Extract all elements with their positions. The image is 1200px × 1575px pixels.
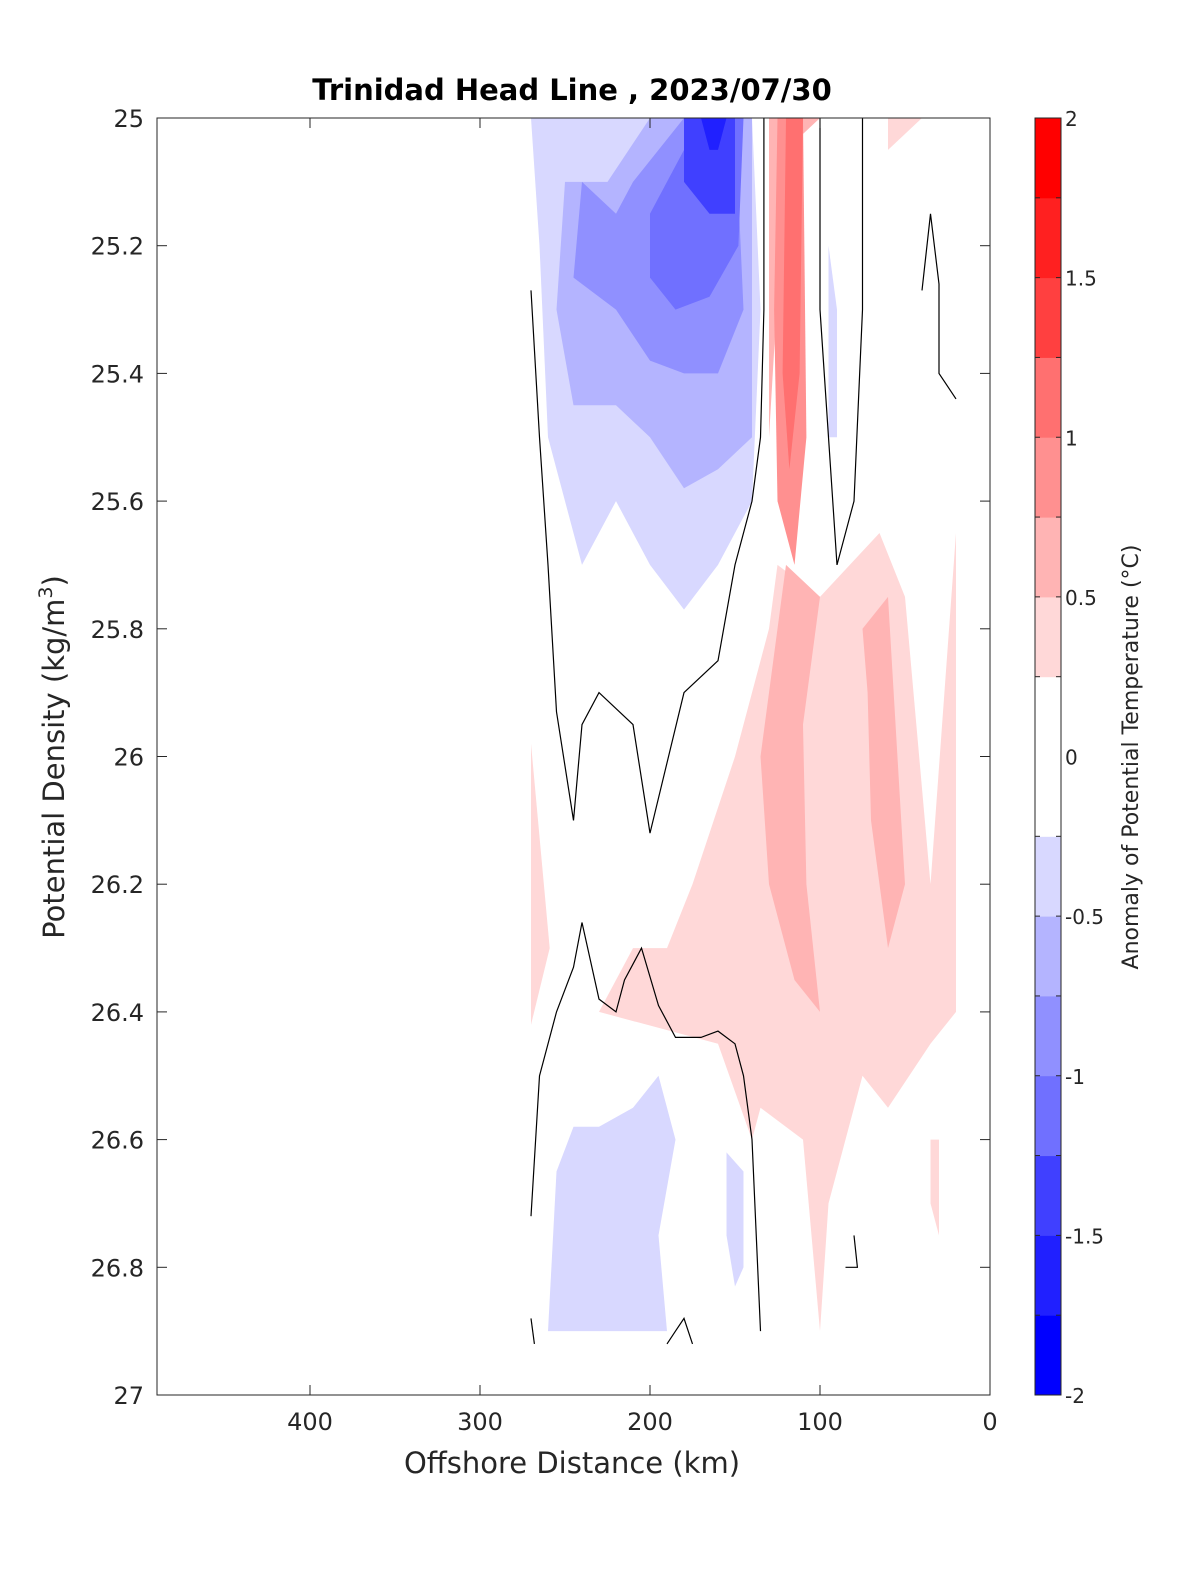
filled-region-0 xyxy=(531,743,550,1025)
y-tick-label: 25.6 xyxy=(91,488,144,516)
filled-region-15 xyxy=(548,1075,676,1332)
filled-region-17 xyxy=(828,245,837,438)
colorbar-tick-label: -0.5 xyxy=(1065,905,1104,929)
y-axis: 25 25.2 25.4 25.6 25.8 26 26.2 26.4 26.6 26.8 27 xyxy=(91,105,990,1410)
x-axis-label: Offshore Distance (km) xyxy=(404,1446,740,1480)
colorbar-band-3 xyxy=(1035,1075,1061,1157)
colorbar xyxy=(1034,117,1062,1396)
y-tick-label: 26.6 xyxy=(91,1127,144,1155)
y-tick-label: 26 xyxy=(113,744,144,772)
contour-lines xyxy=(530,118,957,1345)
colorbar-tick-label: 0.5 xyxy=(1065,586,1097,610)
y-tick-label: 26.2 xyxy=(91,871,144,899)
colorbar-band-12 xyxy=(1035,277,1061,358)
x-tick-label: 100 xyxy=(797,1408,843,1436)
colorbar-band-2 xyxy=(1035,1155,1061,1236)
colorbar-tick-label: 1.5 xyxy=(1065,267,1097,291)
x-axis: 400 300 200 100 0 xyxy=(287,118,998,1436)
y-tick-label: 25.8 xyxy=(91,616,144,644)
colorbar-band-13 xyxy=(1035,197,1061,279)
colorbar-tick-label: -1.5 xyxy=(1065,1224,1104,1248)
filled-region-5 xyxy=(862,596,905,949)
filled-region-2 xyxy=(930,1139,939,1236)
colorbar-band-4 xyxy=(1035,995,1061,1077)
contour-line-1 xyxy=(530,922,762,1332)
y-tick-label: 25.4 xyxy=(91,360,144,388)
contour-line-6 xyxy=(845,1235,859,1268)
colorbar-tick-label: -2 xyxy=(1065,1384,1085,1408)
colorbar-band-9 xyxy=(1035,517,1061,598)
colorbar-label: Anomaly of Potential Temperature (°C) xyxy=(1119,545,1144,970)
colorbar-band-10 xyxy=(1035,437,1061,518)
filled-contours xyxy=(531,118,956,1332)
x-tick-label: 400 xyxy=(287,1408,333,1436)
colorbar-tick-label: 1 xyxy=(1065,426,1078,450)
colorbar-tick-label: -1 xyxy=(1065,1065,1085,1089)
filled-region-14 xyxy=(701,118,727,150)
x-tick-label: 300 xyxy=(457,1408,503,1436)
contour-line-2 xyxy=(530,1318,535,1344)
colorbar-band-6 xyxy=(1035,836,1061,917)
contour-line-5 xyxy=(921,213,957,400)
y-tick-label: 27 xyxy=(113,1382,144,1410)
contour-line-0 xyxy=(530,118,765,834)
y-axis-label-main: Potential Density (kg/m xyxy=(37,599,71,939)
y-axis-label-suffix: ) xyxy=(37,575,71,586)
colorbar-ticks: -2 -1.5 -1 -0.5 0 0.5 1 1.5 2 xyxy=(1065,107,1104,1408)
y-axis-label: Potential Density (kg/m3) xyxy=(35,575,71,939)
colorbar-tick-label: 2 xyxy=(1065,107,1078,131)
colorbar-band-11 xyxy=(1035,357,1061,438)
x-tick-label: 200 xyxy=(627,1408,673,1436)
colorbar-band-7 xyxy=(1035,676,1061,837)
y-tick-label: 26.8 xyxy=(91,1254,144,1282)
colorbar-frame xyxy=(1034,117,1062,1396)
colorbar-band-0 xyxy=(1035,1315,1061,1396)
contour-line-4 xyxy=(819,118,864,566)
colorbar-tick-label: 0 xyxy=(1065,746,1078,770)
y-tick-label: 26.4 xyxy=(91,999,144,1027)
chart-title: Trinidad Head Line , 2023/07/30 xyxy=(312,73,832,107)
colorbar-band-8 xyxy=(1035,596,1061,678)
colorbar-band-14 xyxy=(1035,118,1061,199)
filled-region-13 xyxy=(684,118,735,214)
contour-line-3 xyxy=(666,1317,694,1345)
filled-region-16 xyxy=(726,1152,744,1287)
y-axis-label-superscript: 3 xyxy=(35,586,57,598)
x-tick-label: 0 xyxy=(982,1408,997,1436)
filled-region-3 xyxy=(888,118,922,150)
y-tick-label: 25 xyxy=(113,105,144,133)
filled-region-8 xyxy=(782,118,803,470)
y-tick-label: 25.2 xyxy=(91,233,144,261)
colorbar-band-5 xyxy=(1035,916,1061,997)
filled-region-4 xyxy=(760,564,820,1012)
filled-region-1 xyxy=(599,533,956,1332)
colorbar-band-1 xyxy=(1035,1235,1061,1316)
